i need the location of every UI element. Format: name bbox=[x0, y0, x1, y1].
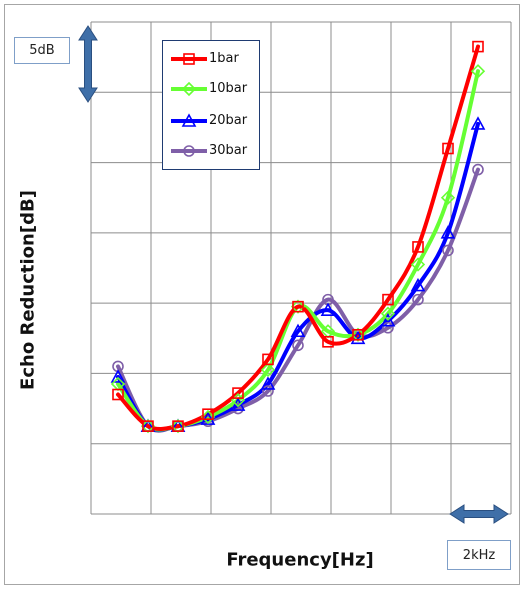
point-10bar-5 bbox=[260, 362, 276, 378]
point-20bar-12 bbox=[470, 116, 486, 130]
x-scale-text: 2kHz bbox=[462, 547, 496, 563]
legend-marker-1 bbox=[181, 81, 197, 97]
point-1bar-11 bbox=[442, 142, 454, 155]
legend-label-1: 10bar bbox=[209, 81, 248, 96]
point-1bar-12 bbox=[472, 40, 484, 53]
point-1bar-2 bbox=[172, 420, 184, 432]
point-1bar-10 bbox=[412, 241, 424, 253]
x-scale-label: 2kHz bbox=[447, 540, 511, 570]
point-10bar-11 bbox=[440, 190, 456, 205]
legend: 1bar 10bar 20bar 30bar bbox=[162, 40, 260, 170]
legend-label-3: 30bar bbox=[209, 143, 248, 158]
point-30bar-11 bbox=[442, 244, 454, 257]
point-30bar-5 bbox=[262, 385, 274, 397]
x-axis-label: Frequency[Hz] bbox=[226, 549, 374, 571]
point-20bar-7 bbox=[320, 302, 336, 316]
point-1bar-7 bbox=[322, 335, 334, 348]
legend-item-0: 1bar bbox=[163, 49, 259, 69]
legend-item-2: 20bar bbox=[163, 111, 259, 131]
point-30bar-10 bbox=[412, 293, 424, 306]
legend-marker-3 bbox=[183, 145, 195, 157]
point-20bar-10 bbox=[410, 277, 426, 292]
point-20bar-6 bbox=[290, 323, 306, 338]
point-10bar-8 bbox=[350, 327, 366, 342]
legend-item-3: 30bar bbox=[163, 141, 259, 161]
legend-swatch-3 bbox=[171, 145, 207, 157]
chart-frame bbox=[4, 4, 520, 585]
point-10bar-10 bbox=[410, 257, 426, 272]
legend-marker-2 bbox=[181, 113, 197, 127]
legend-swatch-1 bbox=[171, 81, 207, 97]
point-10bar-9 bbox=[380, 306, 396, 321]
point-20bar-0 bbox=[110, 369, 126, 383]
legend-marker-0 bbox=[183, 53, 195, 65]
y-axis-label: Echo Reduction[dB] bbox=[17, 190, 39, 390]
point-1bar-6 bbox=[292, 300, 304, 313]
point-10bar-3 bbox=[200, 409, 216, 425]
point-1bar-5 bbox=[262, 353, 274, 366]
grid bbox=[90, 21, 512, 515]
point-10bar-6 bbox=[290, 299, 306, 314]
point-1bar-3 bbox=[202, 408, 214, 420]
point-10bar-2 bbox=[170, 419, 186, 434]
legend-item-1: 10bar bbox=[163, 79, 259, 99]
point-1bar-1 bbox=[142, 420, 154, 432]
point-1bar-9 bbox=[382, 293, 394, 306]
point-1bar-0 bbox=[112, 388, 124, 401]
point-20bar-5 bbox=[260, 376, 276, 390]
point-30bar-9 bbox=[382, 321, 394, 334]
legend-swatch-0 bbox=[171, 53, 207, 65]
point-20bar-11 bbox=[440, 225, 456, 239]
legend-label-0: 1bar bbox=[209, 51, 239, 66]
scale-arrows bbox=[78, 25, 509, 524]
point-30bar-6 bbox=[292, 339, 304, 352]
point-30bar-12 bbox=[472, 163, 484, 176]
legend-label-2: 20bar bbox=[209, 113, 248, 128]
y-scale-arrow bbox=[78, 25, 98, 103]
x-scale-arrow bbox=[449, 504, 509, 524]
point-1bar-8 bbox=[352, 328, 364, 341]
point-20bar-9 bbox=[380, 313, 396, 327]
point-10bar-12 bbox=[470, 64, 486, 79]
point-20bar-4 bbox=[230, 397, 246, 411]
series-markers bbox=[110, 40, 486, 434]
legend-swatch-2 bbox=[171, 113, 207, 127]
point-10bar-1 bbox=[140, 419, 156, 434]
y-scale-label: 5dB bbox=[14, 37, 70, 64]
point-1bar-4 bbox=[232, 387, 244, 399]
y-scale-text: 5dB bbox=[29, 43, 55, 58]
